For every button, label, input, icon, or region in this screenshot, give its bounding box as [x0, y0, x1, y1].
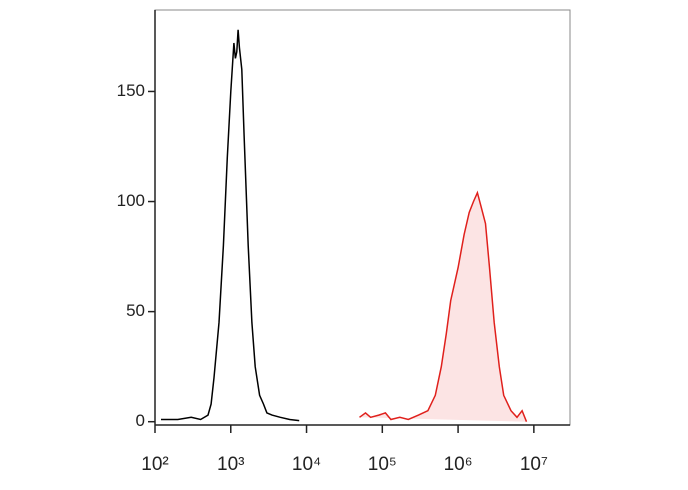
histogram-line: [359, 190, 528, 422]
area: [359, 192, 527, 422]
plot-frame: [154, 9, 571, 426]
x-tick-label: 10²: [141, 454, 168, 475]
y-tick-label: 50: [126, 301, 145, 320]
x-tick-label: 10⁶: [444, 454, 473, 475]
y-tick-label: 0: [136, 411, 145, 430]
x-tick-label: 10⁷: [520, 454, 548, 475]
histogram-line: [161, 29, 300, 422]
x-tick-label: 10⁵: [368, 454, 397, 475]
x-tick-label: 10³: [217, 454, 244, 475]
x-tick-label: 10⁴: [292, 454, 321, 475]
y-tick-label: 150: [117, 81, 145, 100]
y-tick-label: 100: [117, 191, 145, 210]
